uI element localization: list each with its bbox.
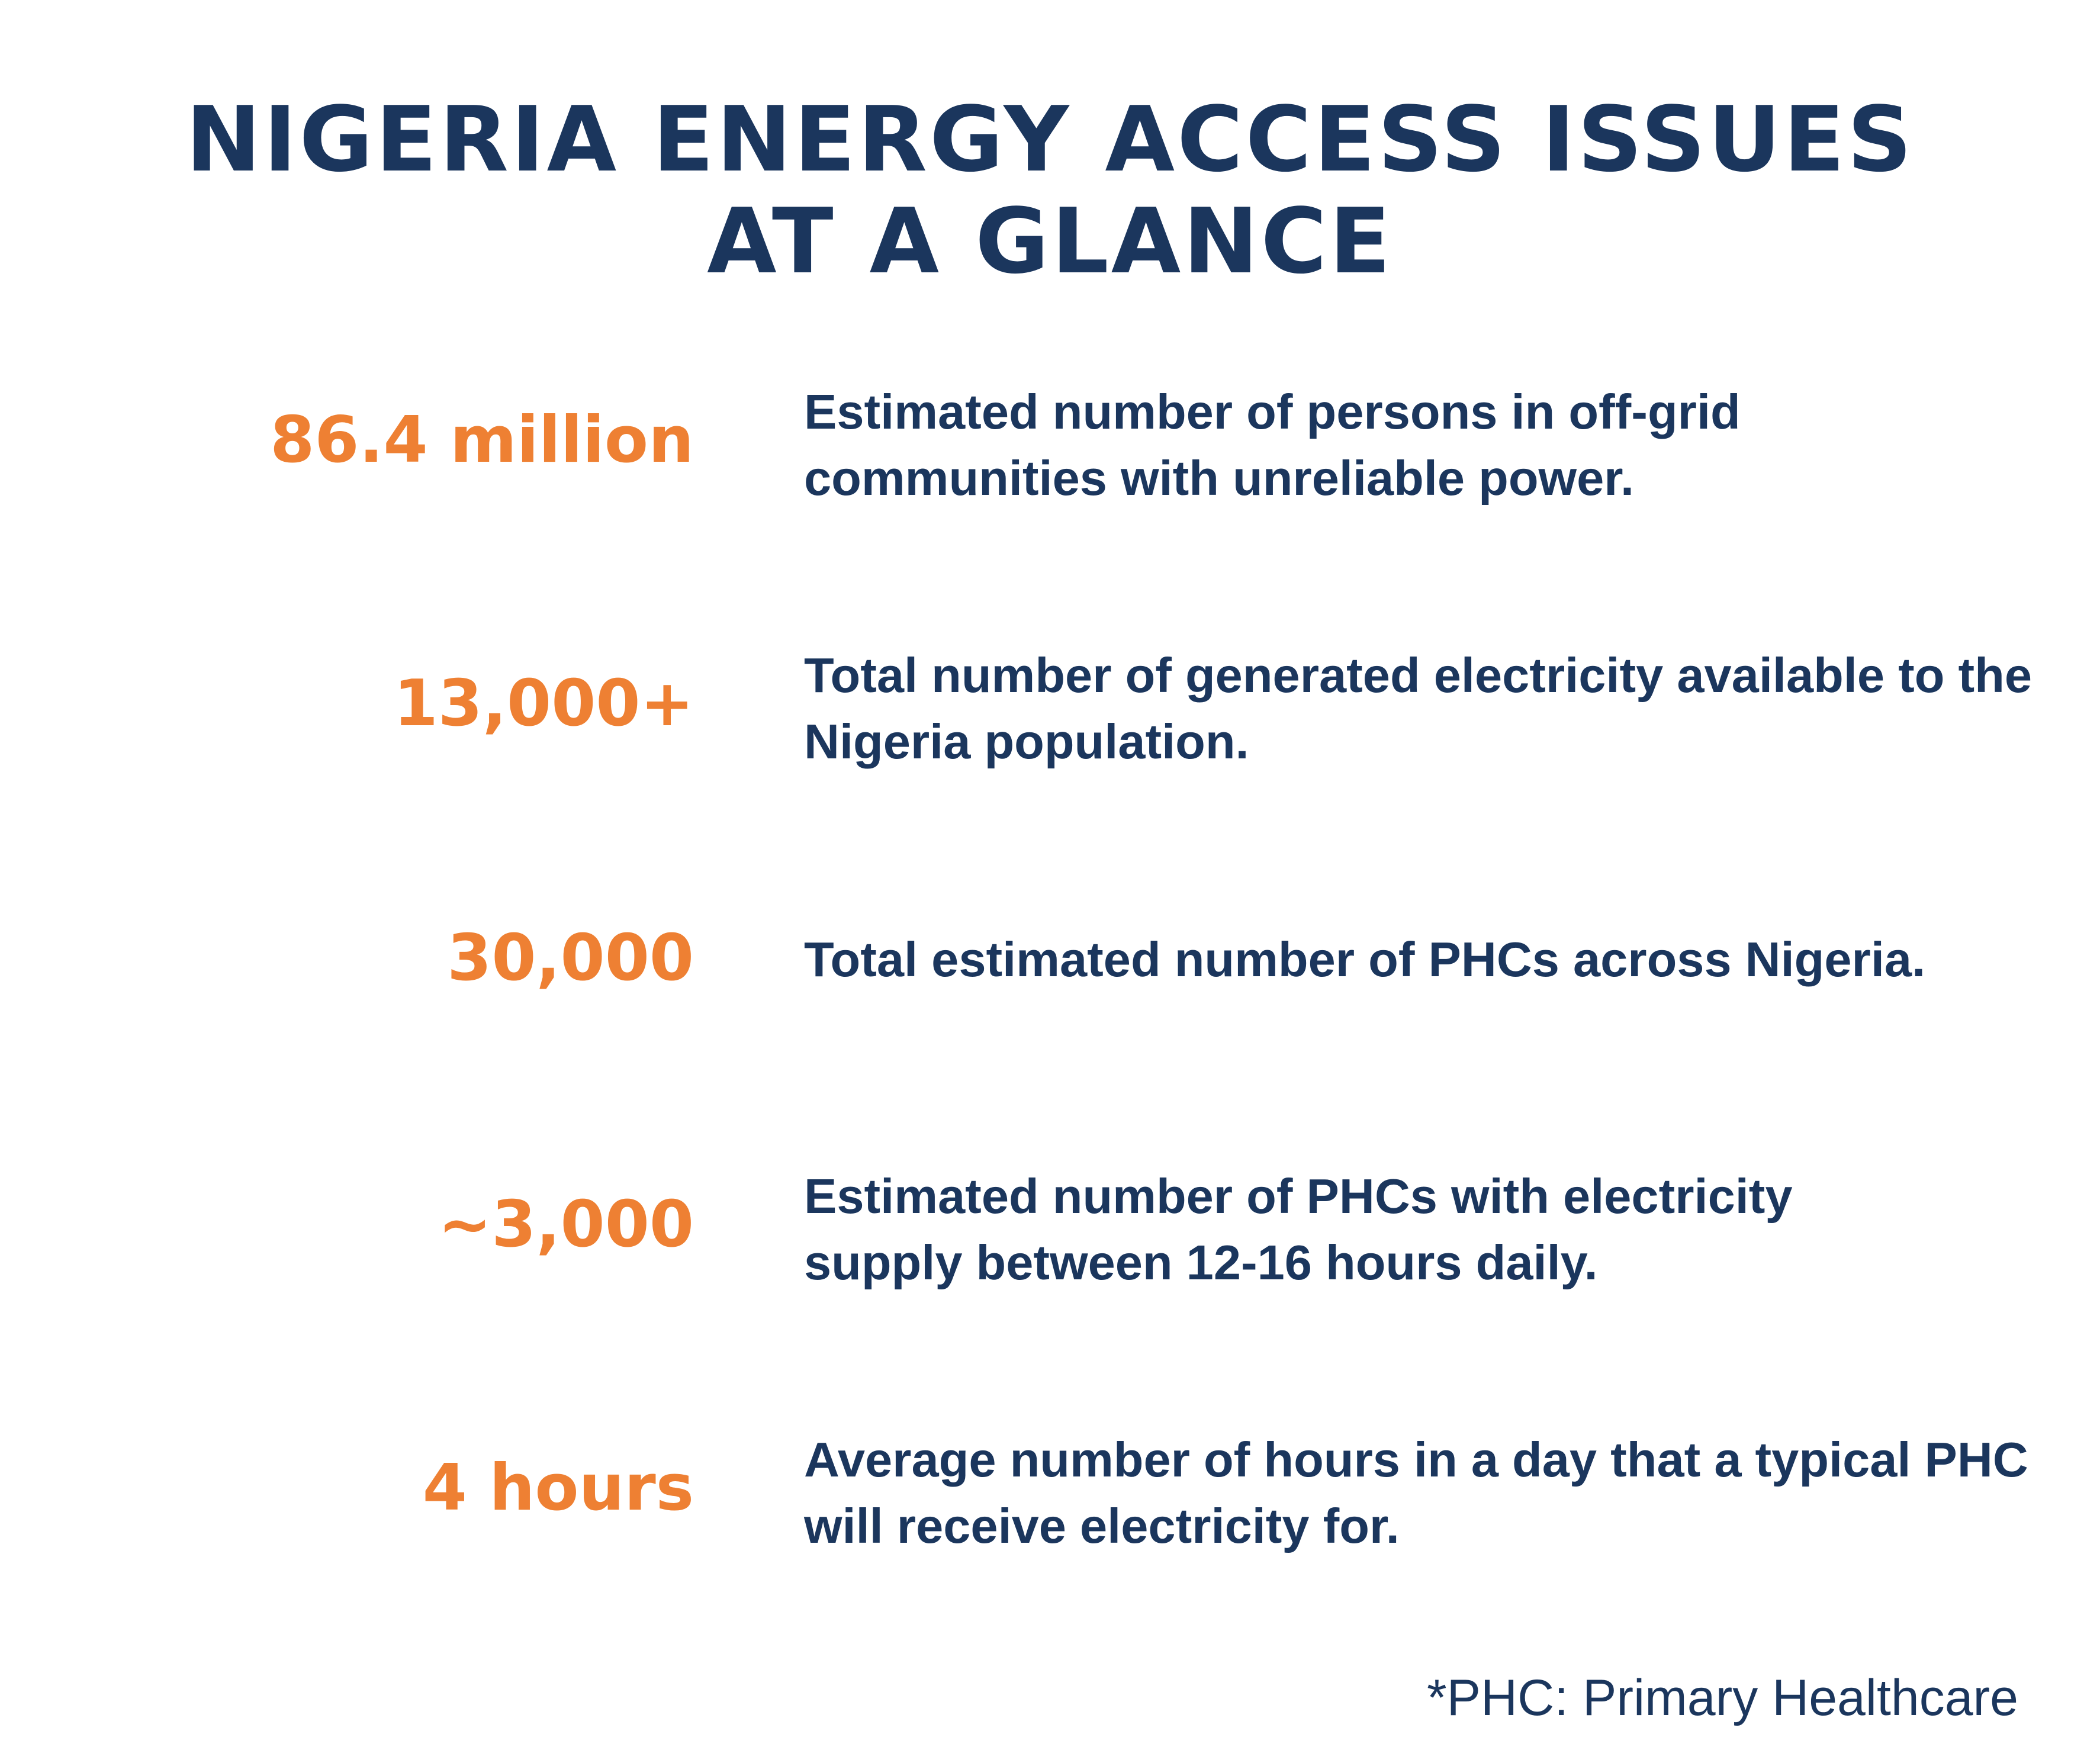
stat-value: 13,000+ <box>393 667 694 741</box>
stat-value: 4 hours <box>422 1451 694 1525</box>
stat-description: Average number of hours in a day that a … <box>804 1432 2028 1553</box>
footnote: *PHC: Primary Healthcare <box>1427 1669 2018 1726</box>
stat-description: Estimated number of PHCs with electricit… <box>804 1169 1793 1290</box>
stat-description: Estimated number of persons in off-grid … <box>804 384 1741 506</box>
stat-value: 86.4 million <box>270 403 694 477</box>
stat-value: 30,000 <box>447 921 694 995</box>
stat-value: ~3,000 <box>438 1188 694 1262</box>
stat-description: Total number of generated electricity av… <box>804 648 2032 769</box>
page-title-line1: NIGERIA ENERGY ACCESS ISSUES <box>185 87 1915 192</box>
page-title-line2: AT A GLANCE <box>707 189 1393 294</box>
stat-description: Total estimated number of PHCs across Ni… <box>804 932 1926 987</box>
